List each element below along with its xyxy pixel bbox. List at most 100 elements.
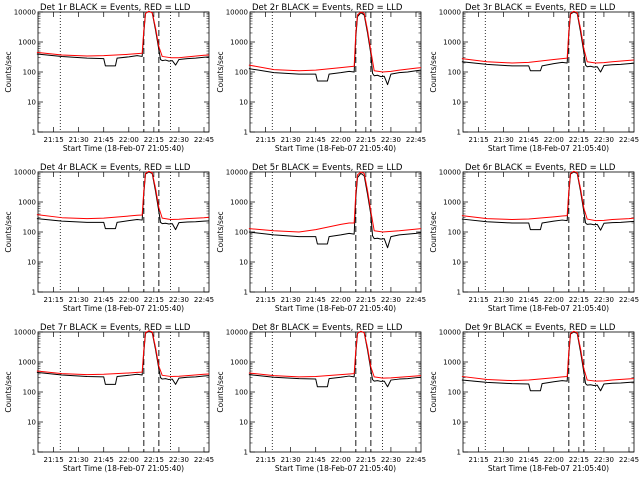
plot-frame xyxy=(462,331,635,453)
x-tick-label: 22:45 xyxy=(194,456,214,464)
x-tick-label: 22:15 xyxy=(356,136,376,144)
x-tick-label: 21:30 xyxy=(281,456,301,464)
x-tick-label: 21:45 xyxy=(306,296,326,304)
x-tick-label: 22:45 xyxy=(406,136,426,144)
y-tick-label: 10 xyxy=(239,419,248,427)
y-tick-label: 1000 xyxy=(230,199,248,207)
y-tick-label: 1 xyxy=(32,129,36,137)
x-tick-label: 21:30 xyxy=(281,296,301,304)
panel-title: Det 5r BLACK = Events, RED = LLD xyxy=(252,163,403,173)
panel-9: Det 9r BLACK = Events, RED = LLD 1 10 100 10… xyxy=(429,323,639,473)
y-tick-label: 1000 xyxy=(443,359,461,367)
y-tick-label: 1 xyxy=(244,289,248,297)
x-tick-label: 21:45 xyxy=(94,296,114,304)
x-axis-label: Start Time (18-Feb-07 21:05:40) xyxy=(63,304,184,313)
lld-series-line xyxy=(36,10,210,59)
y-tick-label: 100 xyxy=(448,69,461,77)
y-tick-label: 10 xyxy=(239,259,248,267)
x-tick-label: 22:45 xyxy=(619,296,639,304)
x-tick-label: 21:45 xyxy=(306,456,326,464)
y-tick-label: 1 xyxy=(457,449,461,457)
y-tick-label: 1000 xyxy=(230,359,248,367)
y-tick-label: 10 xyxy=(452,259,461,267)
x-tick-label: 21:45 xyxy=(94,136,114,144)
x-tick-label: 22:30 xyxy=(381,136,401,144)
panel-7: Det 7r BLACK = Events, RED = LLD 1 10 100 10… xyxy=(4,323,214,473)
x-tick-label: 21:15 xyxy=(469,136,489,144)
y-tick-label: 1000 xyxy=(18,359,36,367)
lld-series-line xyxy=(36,170,210,221)
x-tick-label: 21:30 xyxy=(281,136,301,144)
x-tick-label: 21:15 xyxy=(44,456,64,464)
x-tick-label: 21:30 xyxy=(69,456,89,464)
x-tick-label: 22:15 xyxy=(144,136,164,144)
x-axis-label: Start Time (18-Feb-07 21:05:40) xyxy=(63,144,184,153)
plot-frame xyxy=(462,171,635,293)
y-tick-label: 100 xyxy=(448,229,461,237)
y-tick-label: 1 xyxy=(32,289,36,297)
panel-title: Det 2r BLACK = Events, RED = LLD xyxy=(252,3,403,13)
x-tick-label: 21:15 xyxy=(44,136,64,144)
x-tick-label: 21:15 xyxy=(256,136,276,144)
y-tick-label: 10 xyxy=(27,99,36,107)
x-tick-label: 22:45 xyxy=(619,456,639,464)
y-tick-label: 1000 xyxy=(18,199,36,207)
plot-frame xyxy=(37,11,210,133)
x-tick-label: 22:00 xyxy=(119,456,139,464)
panel-title: Det 9r BLACK = Events, RED = LLD xyxy=(465,323,616,333)
plot-frame xyxy=(37,171,210,293)
events-series-line xyxy=(248,330,422,388)
plot-frame xyxy=(249,171,422,293)
lld-series-line xyxy=(248,171,422,233)
x-tick-label: 21:45 xyxy=(306,136,326,144)
panel-4: Det 4r BLACK = Events, RED = LLD 1 10 100 10… xyxy=(4,163,214,313)
y-tick-label: 10 xyxy=(27,259,36,267)
events-series-line xyxy=(36,171,210,231)
panel-8: Det 8r BLACK = Events, RED = LLD 1 10 100 10… xyxy=(216,323,426,473)
y-tick-label: 10 xyxy=(452,99,461,107)
y-tick-label: 1 xyxy=(457,129,461,137)
y-axis-label: Counts/sec xyxy=(4,51,13,92)
x-tick-label: 21:30 xyxy=(494,296,514,304)
lld-series-line xyxy=(461,10,635,64)
x-tick-label: 22:00 xyxy=(544,136,564,144)
x-tick-label: 22:15 xyxy=(144,456,164,464)
x-axis-label: Start Time (18-Feb-07 21:05:40) xyxy=(488,464,609,473)
y-tick-label: 100 xyxy=(235,389,248,397)
x-tick-label: 22:30 xyxy=(381,456,401,464)
x-axis-label: Start Time (18-Feb-07 21:05:40) xyxy=(488,144,609,153)
x-axis-label: Start Time (18-Feb-07 21:05:40) xyxy=(488,304,609,313)
panel-title: Det 6r BLACK = Events, RED = LLD xyxy=(465,163,616,173)
x-tick-label: 22:45 xyxy=(619,136,639,144)
x-tick-label: 21:30 xyxy=(69,296,89,304)
x-tick-label: 22:00 xyxy=(544,296,564,304)
x-tick-label: 21:45 xyxy=(94,456,114,464)
x-tick-label: 21:30 xyxy=(494,456,514,464)
y-axis-label: Counts/sec xyxy=(4,211,13,252)
x-tick-label: 22:30 xyxy=(381,296,401,304)
x-tick-label: 21:30 xyxy=(494,136,514,144)
x-tick-label: 22:15 xyxy=(356,296,376,304)
x-tick-label: 22:15 xyxy=(569,456,589,464)
lld-series-line xyxy=(36,330,210,377)
lld-series-line xyxy=(248,330,422,379)
x-axis-label: Start Time (18-Feb-07 21:05:40) xyxy=(275,464,396,473)
y-tick-label: 1000 xyxy=(443,39,461,47)
plot-frame xyxy=(249,331,422,453)
y-tick-label: 1 xyxy=(32,449,36,457)
events-series-line xyxy=(461,171,635,231)
y-axis-label: Counts/sec xyxy=(429,51,438,92)
panel-5: Det 5r BLACK = Events, RED = LLD 1 10 100 10… xyxy=(216,163,426,313)
plot-frame xyxy=(37,331,210,453)
x-tick-label: 21:45 xyxy=(519,456,539,464)
x-tick-label: 22:00 xyxy=(331,456,351,464)
y-tick-label: 10000 xyxy=(226,169,248,177)
panel-title: Det 1r BLACK = Events, RED = LLD xyxy=(40,3,191,13)
y-tick-label: 10000 xyxy=(439,329,461,337)
y-tick-label: 100 xyxy=(448,389,461,397)
panel-title: Det 3r BLACK = Events, RED = LLD xyxy=(465,3,616,13)
x-tick-label: 22:45 xyxy=(194,136,214,144)
events-series-line xyxy=(461,331,635,392)
lld-series-line xyxy=(461,170,635,222)
